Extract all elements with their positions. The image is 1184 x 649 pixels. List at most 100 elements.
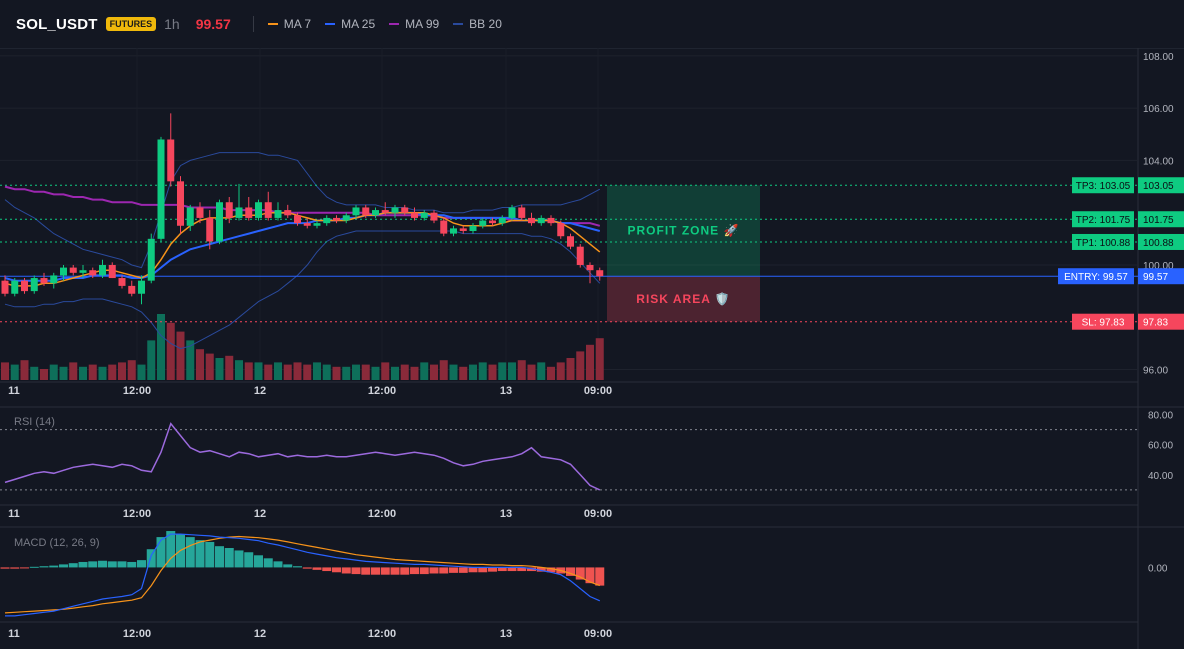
legend-bb20-swatch — [453, 23, 464, 25]
macd-histogram-bar — [595, 567, 605, 586]
volume-bar — [244, 362, 253, 380]
candle-body — [489, 220, 496, 224]
candle-body — [21, 280, 28, 292]
macd-histogram-bar — [273, 561, 283, 568]
tp1-tag-label: TP1: 100.88 — [1076, 238, 1131, 249]
candle-body — [264, 202, 272, 218]
volume-bar — [576, 351, 585, 380]
macd-histogram-bar — [312, 567, 322, 570]
candle-body — [450, 228, 457, 234]
candle-body — [469, 225, 477, 231]
entry-tag-bg — [1058, 268, 1134, 285]
candle-body — [547, 217, 555, 224]
macd-histogram-bar — [527, 567, 536, 572]
volume-bar — [361, 364, 370, 380]
time-label: 12:00 — [368, 508, 396, 520]
price-tick-label: 96.00 — [1143, 366, 1168, 377]
macd-histogram-bar — [332, 567, 341, 573]
time-label: 12 — [254, 508, 266, 520]
volume-bar — [566, 358, 575, 380]
volume-bar — [254, 362, 263, 380]
time-label: 12:00 — [123, 385, 151, 397]
legend-ma7[interactable]: MA 7 — [267, 17, 311, 31]
volume-bar — [449, 364, 458, 380]
entry-axis-bg — [1138, 268, 1184, 285]
macd-histogram-bar — [546, 567, 556, 573]
price-tick-label: 104.00 — [1143, 156, 1174, 167]
time-label: 11 — [8, 508, 20, 520]
legend-bb20[interactable]: BB 20 — [453, 17, 502, 31]
chart-header: SOL_USDT FUTURES 1h 99.57 MA 7 MA 25 MA … — [0, 0, 1184, 49]
macd-histogram-bar — [185, 537, 195, 568]
rsi-title: RSI (14) — [14, 416, 55, 428]
volume-bar — [176, 331, 185, 380]
volume-bar — [1, 362, 9, 380]
candle-body — [284, 210, 292, 216]
tp2-tag-bg — [1072, 211, 1134, 228]
macd-histogram-bar — [195, 540, 205, 568]
tp3-level-tag: TP3: 103.05 103.05 — [1072, 177, 1184, 194]
volume-bar — [30, 366, 39, 380]
ma99-line — [4, 185, 601, 227]
volume-bar — [459, 366, 468, 380]
entry-axis-label: 99.57 — [1143, 272, 1168, 283]
time-label: 09:00 — [584, 385, 612, 397]
rsi-line — [4, 422, 601, 491]
macd-histogram-bar — [205, 541, 215, 568]
macd-histogram-bar — [107, 561, 117, 568]
last-price: 99.57 — [195, 16, 231, 32]
volume-bar — [264, 364, 273, 380]
candle-body — [479, 220, 487, 226]
macd-title: MACD (12, 26, 9) — [14, 537, 100, 549]
volume-bar — [410, 366, 419, 380]
time-label: 11 — [8, 385, 20, 397]
candle-body — [128, 285, 136, 294]
macd-histogram-bar — [507, 567, 517, 572]
volume-bar — [488, 364, 497, 380]
volume-bar — [391, 366, 399, 380]
legend-ma99[interactable]: MA 99 — [389, 17, 439, 31]
volume-bar — [69, 362, 78, 380]
macd-histogram-bar — [322, 567, 332, 572]
time-label: 09:00 — [584, 628, 612, 640]
macd-histogram-bar — [146, 549, 156, 568]
candle-body — [498, 217, 506, 224]
symbol-name[interactable]: SOL_USDT — [16, 15, 98, 33]
price-tick-label: 108.00 — [1143, 52, 1174, 63]
macd-histogram-bar — [234, 550, 244, 568]
candle-body — [99, 264, 106, 276]
time-label: 13 — [500, 385, 512, 397]
volume-bar — [517, 360, 526, 380]
macd-histogram-bar — [0, 567, 10, 569]
macd-histogram-bar — [98, 560, 107, 568]
macd-histogram-bar — [468, 567, 478, 573]
interval-selector[interactable]: 1h — [164, 16, 180, 32]
macd-histogram-bar — [215, 546, 224, 568]
time-label: 12 — [254, 628, 266, 640]
macd-histogram-bar — [59, 564, 68, 568]
volume-bar — [430, 364, 438, 380]
legend-ma25[interactable]: MA 25 — [325, 17, 375, 31]
candle-body — [596, 270, 604, 277]
macd-histogram-bar — [361, 567, 371, 575]
macd-histogram-bar — [88, 561, 98, 568]
tp2-axis-bg — [1138, 211, 1184, 228]
volume-bar — [205, 353, 214, 380]
tp2-axis-label: 101.75 — [1143, 215, 1174, 226]
macd-histogram-bar — [585, 567, 595, 584]
macd-histogram-bar — [302, 567, 312, 569]
candle-body — [459, 228, 467, 231]
volume-bar — [137, 364, 146, 380]
sl-axis-bg — [1138, 313, 1184, 330]
bb-upper-line — [4, 152, 601, 269]
macd-histogram-bar — [127, 561, 137, 568]
candle-body — [381, 210, 389, 213]
macd-histogram-bar — [458, 567, 468, 573]
candle-body — [11, 280, 19, 294]
volume-bar — [547, 366, 555, 380]
macd-histogram-bar — [575, 567, 585, 580]
macd-histogram-bar — [156, 537, 166, 568]
macd-histogram-bar — [478, 567, 488, 573]
volume-bar — [556, 362, 565, 380]
